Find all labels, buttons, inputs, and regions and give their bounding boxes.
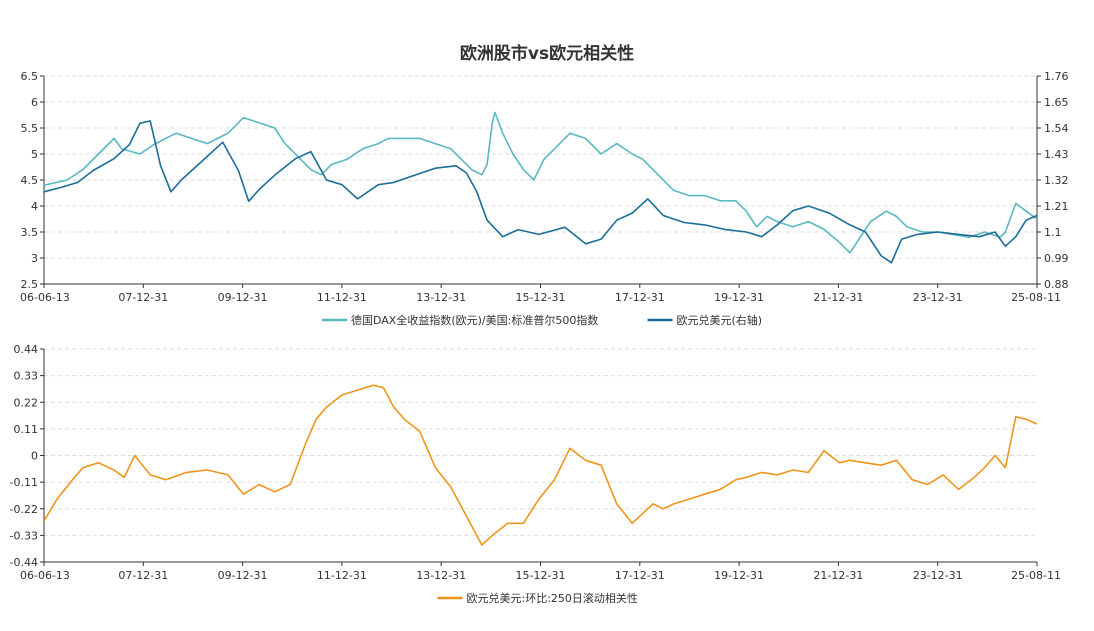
top-left-tick-label: 5 xyxy=(31,148,38,161)
top-right-tick-label: 1.65 xyxy=(1044,96,1069,109)
top-x-tick-label: 07-12-31 xyxy=(118,291,168,304)
top-x-tick-label: 21-12-31 xyxy=(813,291,863,304)
bottom-left-tick-label: 0.44 xyxy=(14,343,39,356)
bottom-x-tick-label: 11-12-31 xyxy=(317,569,367,582)
top-chart-axes: 2.5 3 3.5 4 4.5 5 5.5 6 6.5 0.88 0.99 1.1 1.21 1.32 1.… xyxy=(20,70,1069,304)
bottom-chart-axes: -0.44 -0.33 -0.22 -0.11 0 0.11 0.22 0.33 0.44 06-… xyxy=(10,343,1061,582)
top-left-tick-label: 6.5 xyxy=(21,70,39,83)
bottom-chart-legend[interactable]: 欧元兑美元:环比:250日滚动相关性 xyxy=(437,591,638,605)
top-right-tick-label: 1.54 xyxy=(1044,122,1069,135)
bottom-x-tick-label: 21-12-31 xyxy=(813,569,863,582)
top-left-tick-label: 3 xyxy=(31,252,38,265)
top-right-tick-label: 0.88 xyxy=(1044,278,1069,291)
top-x-tick-label: 09-12-31 xyxy=(218,291,268,304)
top-left-tick-label: 5.5 xyxy=(21,122,39,135)
top-x-tick-label: 23-12-31 xyxy=(913,291,963,304)
bottom-chart-gridlines xyxy=(44,348,1037,536)
top-chart-legend[interactable]: 德国DAX全收益指数(欧元)/美国:标准普尔500指数 欧元兑美元(右轴) xyxy=(322,313,762,327)
bottom-x-tick-label: 13-12-31 xyxy=(416,569,466,582)
top-left-tick-label: 2.5 xyxy=(21,278,39,291)
bottom-x-tick-label: 07-12-31 xyxy=(118,569,168,582)
top-x-tick-label: 13-12-31 xyxy=(416,291,466,304)
bottom-x-tick-label: 25-08-11 xyxy=(1011,569,1061,582)
top-x-tick-label: 17-12-31 xyxy=(615,291,665,304)
bottom-left-tick-label: -0.22 xyxy=(10,503,38,516)
top-chart-series xyxy=(43,111,1038,264)
top-right-tick-label: 1.43 xyxy=(1044,148,1069,161)
top-series-line-2 xyxy=(43,120,1038,264)
top-left-tick-label: 4.5 xyxy=(21,174,39,187)
bottom-x-tick-label: 17-12-31 xyxy=(615,569,665,582)
top-right-tick-label: 1.1 xyxy=(1044,226,1062,239)
top-left-tick-label: 4 xyxy=(31,200,38,213)
top-right-tick-label: 1.21 xyxy=(1044,200,1069,213)
bottom-legend-label: 欧元兑美元:环比:250日滚动相关性 xyxy=(467,591,638,605)
bottom-chart-series xyxy=(43,384,1038,546)
bottom-x-tick-label: 15-12-31 xyxy=(516,569,566,582)
top-right-tick-label: 0.99 xyxy=(1044,252,1069,265)
top-chart-gridlines xyxy=(44,75,1037,259)
bottom-left-tick-label: 0 xyxy=(31,450,38,463)
bottom-x-tick-label: 23-12-31 xyxy=(913,569,963,582)
top-right-tick-label: 1.76 xyxy=(1044,70,1069,83)
bottom-left-tick-label: -0.44 xyxy=(10,556,38,569)
bottom-series-line-1 xyxy=(43,384,1038,546)
bottom-left-tick-label: 0.22 xyxy=(14,396,39,409)
bottom-left-tick-label: 0.33 xyxy=(14,370,39,383)
top-x-tick-label: 06-06-13 xyxy=(20,291,70,304)
top-legend-label: 德国DAX全收益指数(欧元)/美国:标准普尔500指数 xyxy=(351,313,598,327)
bottom-left-tick-label: 0.11 xyxy=(14,423,39,436)
bottom-x-tick-label: 19-12-31 xyxy=(714,569,764,582)
chart-title: 欧洲股市vs欧元相关性 xyxy=(460,43,634,64)
top-right-tick-label: 1.32 xyxy=(1044,174,1069,187)
bottom-x-tick-label: 06-06-13 xyxy=(20,569,70,582)
top-x-tick-label: 19-12-31 xyxy=(714,291,764,304)
bottom-x-tick-label: 09-12-31 xyxy=(218,569,268,582)
top-x-tick-label: 11-12-31 xyxy=(317,291,367,304)
top-left-tick-label: 6 xyxy=(31,96,38,109)
top-x-tick-label: 15-12-31 xyxy=(516,291,566,304)
top-legend-label: 欧元兑美元(右轴) xyxy=(677,313,763,327)
bottom-left-tick-label: -0.33 xyxy=(10,529,38,542)
bottom-left-tick-label: -0.11 xyxy=(10,476,38,489)
top-left-tick-label: 3.5 xyxy=(21,226,39,239)
top-series-line-1 xyxy=(43,111,1038,254)
top-x-tick-label: 25-08-11 xyxy=(1011,291,1061,304)
